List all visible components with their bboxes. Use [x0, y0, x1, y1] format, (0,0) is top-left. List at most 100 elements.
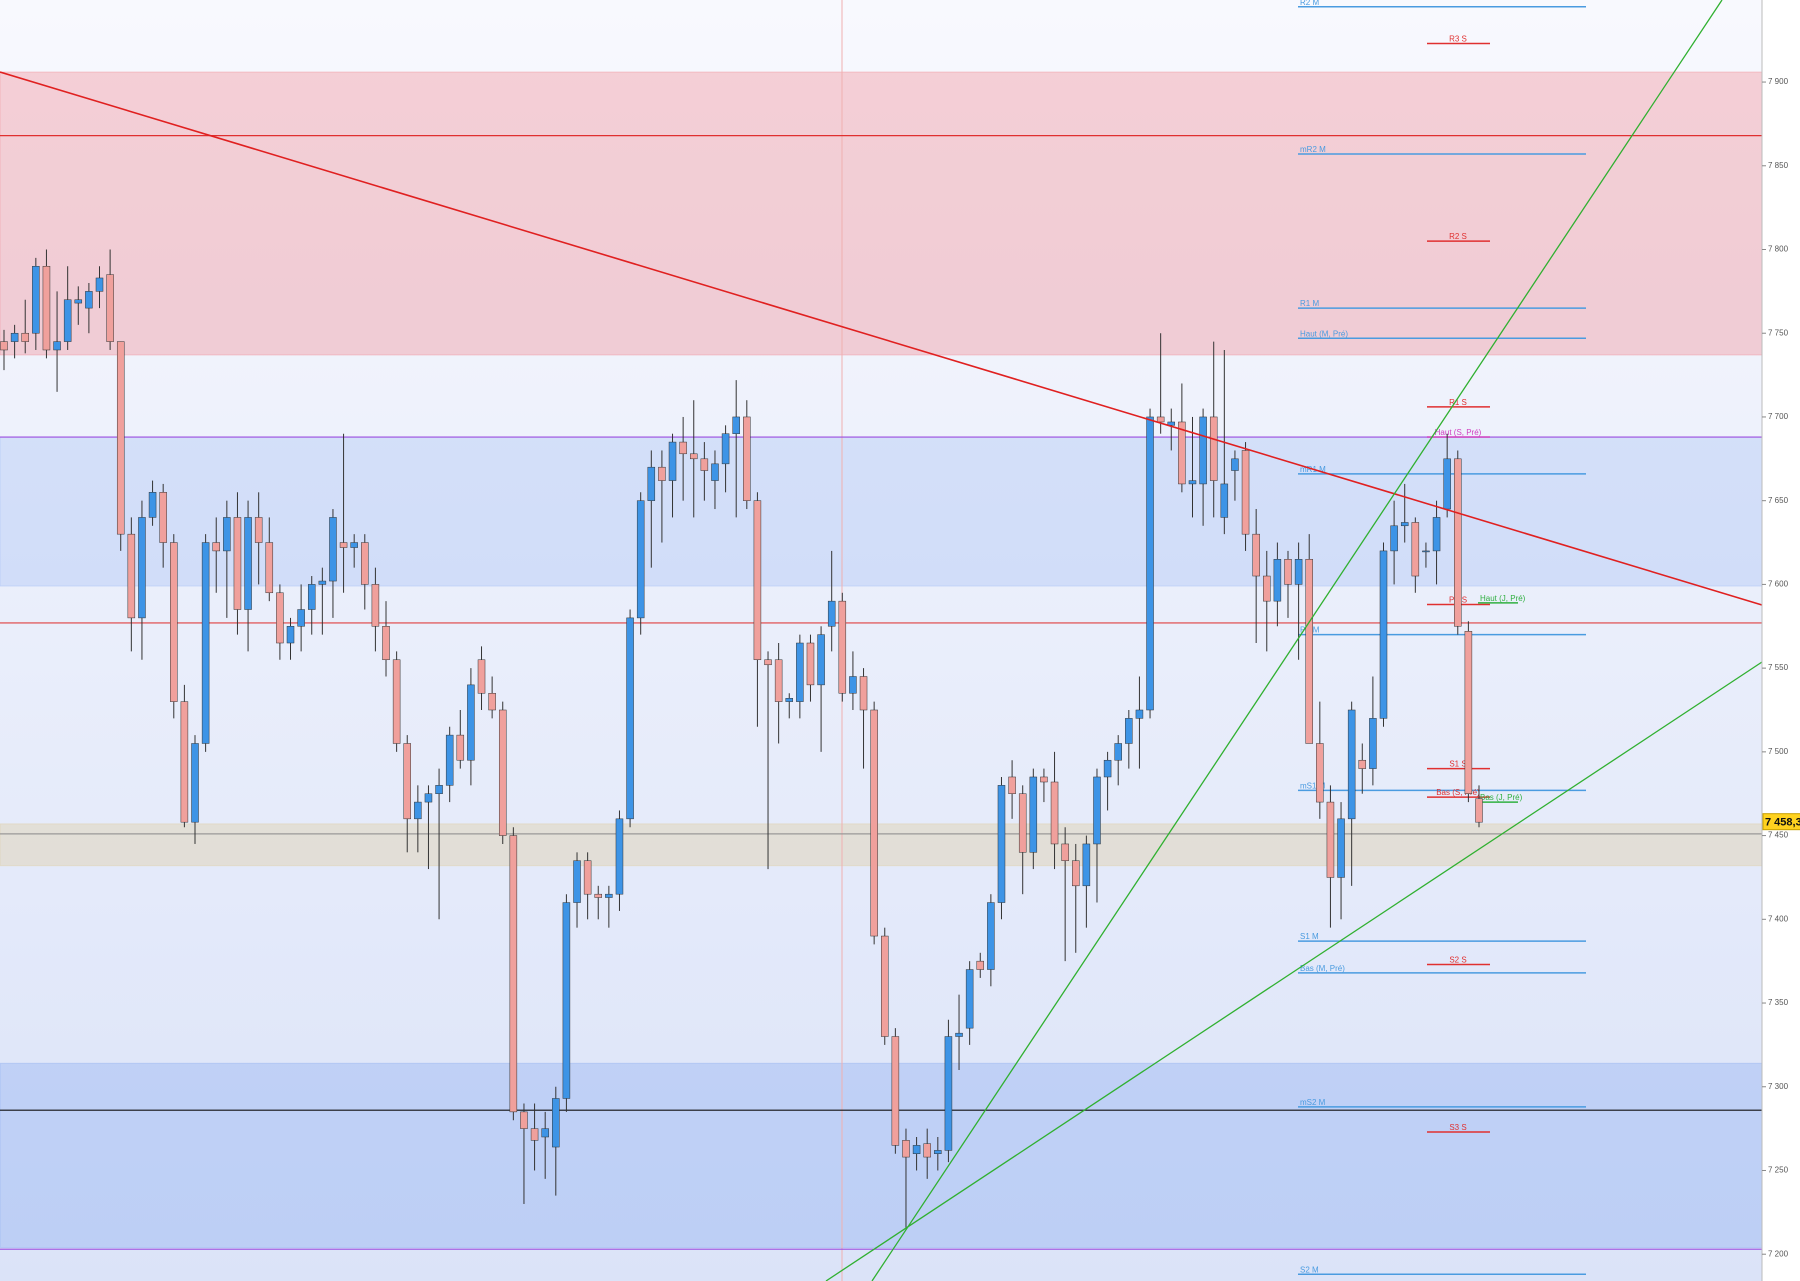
- candle-body: [1454, 458, 1462, 627]
- level-label: mS2 M: [1300, 1098, 1326, 1107]
- candle-body: [1358, 759, 1367, 769]
- candle-body: [859, 676, 868, 711]
- candle-body: [1400, 522, 1409, 527]
- candle-body: [1369, 718, 1377, 769]
- candle-body: [732, 416, 740, 434]
- candle-body: [1443, 458, 1451, 510]
- candle-body: [1103, 759, 1112, 778]
- candle-body: [743, 416, 751, 501]
- candle-body: [923, 1143, 931, 1158]
- y-tick-label: 7 550: [1768, 663, 1789, 672]
- y-tick-label: 7 600: [1768, 580, 1789, 589]
- candle-body: [435, 785, 443, 794]
- level-label: S1 M: [1300, 932, 1319, 941]
- candle-body: [976, 960, 985, 970]
- candle-body: [392, 659, 401, 744]
- level-label: R3 S: [1449, 35, 1467, 44]
- candle-body: [456, 734, 465, 761]
- candle-body: [10, 332, 19, 342]
- level-label: S2 M: [1300, 1265, 1319, 1274]
- candles: [0, 249, 1483, 1230]
- candle-body: [1263, 575, 1271, 602]
- level-label: Haut (S, Pré): [1435, 428, 1482, 437]
- candle-body: [1316, 743, 1324, 803]
- candle-body: [891, 1036, 900, 1146]
- candle-body: [796, 642, 804, 702]
- candle-body: [170, 542, 178, 702]
- candle-body: [382, 626, 390, 661]
- candle-body: [339, 542, 348, 548]
- candle-body: [53, 341, 61, 351]
- candle-body: [817, 634, 825, 686]
- candle-body: [785, 698, 794, 702]
- candle-body: [626, 617, 634, 820]
- candle-body: [74, 299, 83, 304]
- candle-body: [849, 676, 857, 694]
- level-label: R1 M: [1300, 299, 1319, 308]
- candle-body: [1422, 550, 1430, 553]
- candle-body: [1390, 525, 1398, 552]
- candle-body: [806, 642, 815, 686]
- candle-body: [774, 659, 783, 702]
- candle-body: [955, 1032, 963, 1037]
- level-label: Bas (S, Pré): [1436, 788, 1480, 797]
- candle-body: [1093, 776, 1101, 845]
- candle-body: [944, 1036, 953, 1151]
- zone: [0, 823, 1763, 867]
- candle-body: [594, 893, 602, 898]
- candle-body: [881, 935, 889, 1037]
- candle-body: [1475, 798, 1483, 823]
- y-tick-label: 7 850: [1768, 161, 1789, 170]
- candle-body: [1347, 709, 1356, 820]
- candle-body: [520, 1111, 528, 1129]
- last-price-label: 7 458,3: [1765, 817, 1800, 829]
- candle-body: [912, 1145, 921, 1154]
- candle-body: [605, 893, 613, 898]
- candle-body: [95, 277, 104, 292]
- candle-body: [987, 902, 995, 970]
- candle-body: [1432, 517, 1441, 552]
- candle-body: [1040, 776, 1048, 783]
- candle-body: [573, 860, 581, 903]
- candle-body: [42, 265, 51, 351]
- candle-body: [1018, 793, 1027, 853]
- level-label: S2 S: [1449, 956, 1466, 965]
- candle-body: [1008, 776, 1016, 794]
- level-label: Bas (M, Pré): [1300, 964, 1345, 973]
- candle-body: [1209, 416, 1218, 481]
- candle-body: [509, 835, 518, 1113]
- candle-body: [636, 500, 645, 619]
- trendline: [825, 661, 1763, 1281]
- candle-body: [679, 441, 687, 455]
- candle-body: [1411, 522, 1420, 577]
- candle-body: [1061, 843, 1069, 861]
- candle-body: [276, 592, 284, 644]
- candle-body: [1464, 631, 1473, 794]
- candle-body: [1252, 533, 1260, 577]
- candle-body: [318, 580, 327, 585]
- candle-body: [1337, 818, 1345, 878]
- price-axis: 7 200 7 250 7 300 7 350 7 400 7 450 7 500 7 550…: [1762, 77, 1800, 1258]
- candle-body: [1072, 860, 1080, 887]
- candle-body: [615, 818, 624, 895]
- candle-body: [668, 441, 677, 481]
- candle-body: [244, 517, 252, 610]
- candle-body: [541, 1128, 549, 1138]
- candle-body: [233, 517, 242, 610]
- trendline: [0, 71, 1763, 606]
- candle-body: [902, 1140, 910, 1158]
- candle-body: [711, 463, 719, 481]
- zone: [0, 436, 1763, 587]
- candle-body: [721, 433, 730, 465]
- zone: [0, 1062, 1763, 1249]
- level-label: R1 S: [1449, 398, 1467, 407]
- candle-body: [1231, 458, 1239, 471]
- candle-body: [371, 584, 380, 627]
- candle-body: [1178, 421, 1186, 485]
- candle-body: [552, 1098, 560, 1148]
- level-label: R2 M: [1300, 0, 1319, 7]
- candle-body: [414, 801, 422, 820]
- candle-body: [583, 860, 592, 895]
